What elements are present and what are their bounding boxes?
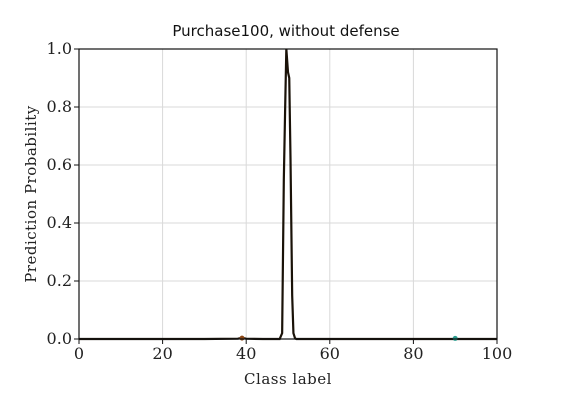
data-point-marker	[240, 336, 245, 341]
series-line-prediction	[79, 49, 497, 339]
ticks: 0 20 40 60 80 100 0.0 0.2 0.4 0.6 0.8 1.0	[47, 39, 513, 363]
x-tick-label: 80	[403, 344, 423, 363]
y-tick-label: 0.6	[47, 155, 72, 174]
x-tick-label: 40	[236, 344, 256, 363]
y-tick-label: 0.0	[47, 329, 72, 348]
y-tick-label: 0.8	[47, 97, 72, 116]
y-tick-label: 0.4	[47, 213, 72, 232]
y-axis-label: Prediction Probability	[22, 105, 40, 283]
x-tick-label: 100	[482, 344, 513, 363]
y-tick-label: 1.0	[47, 39, 72, 58]
chart-title: Purchase100, without defense	[172, 22, 399, 40]
grid	[79, 49, 497, 339]
x-tick-label: 60	[320, 344, 340, 363]
series-layer	[79, 49, 497, 341]
x-tick-label: 20	[152, 344, 172, 363]
x-tick-label: 0	[74, 344, 84, 363]
x-axis-label: Class label	[244, 370, 332, 388]
plot-frame	[79, 49, 497, 339]
y-tick-label: 0.2	[47, 271, 72, 290]
